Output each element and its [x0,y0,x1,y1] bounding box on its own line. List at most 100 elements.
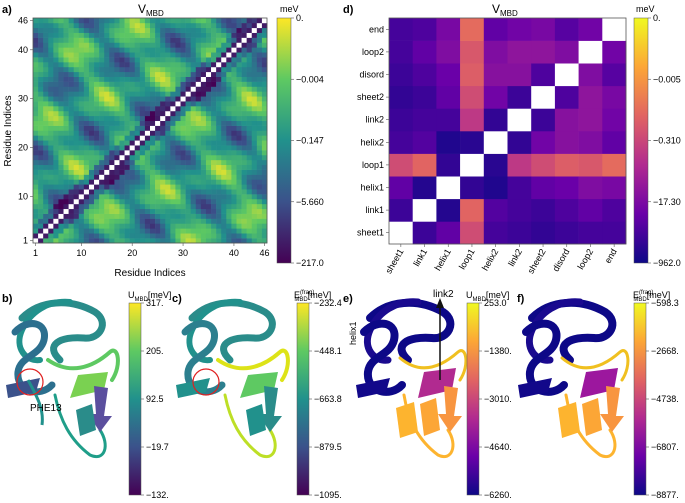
heatmap-a-cell [180,27,186,33]
heatmap-a-cell [53,120,59,126]
heatmap-a-cell [68,130,74,136]
heatmap-a-cell [38,71,44,77]
heatmap-a-cell [241,189,247,195]
heatmap-a-cell [139,213,146,219]
heatmap-a-cell [246,130,253,136]
heatmap-a-cell [175,110,181,117]
heatmap-a-cell [58,130,64,136]
heatmap-a-cell [99,208,105,214]
heatmap-a-cell [160,62,166,68]
heatmap-a-cell [150,150,156,156]
heatmap-a-cell [241,18,247,24]
heatmap-a-cell [109,76,115,82]
panel-f: f) E(frag) MBD[meV] −598.3−2668.−4738.−68… [517,290,679,500]
heatmap-a-cell [170,203,176,210]
heatmap-a-cell [190,37,197,43]
heatmap-d-xtick-label: end [603,247,619,265]
heatmap-a-cell [58,57,64,63]
heatmap-a-cell [139,66,146,73]
heatmap-a-cell [246,37,253,43]
heatmap-a-cell [261,115,268,122]
heatmap-a-cell [94,76,100,82]
heatmap-a-cell [241,145,247,151]
heatmap-a-cell [139,101,146,107]
heatmap-a-cell [165,115,171,122]
heatmap-a-cell [231,164,237,170]
heatmap-a-cell [99,164,105,170]
heatmap-a-cell [33,91,39,97]
heatmap-a-cell [83,135,90,141]
heatmap-a-cell [231,189,237,195]
heatmap-a-cell [180,223,186,229]
heatmap-a-cell [139,106,146,112]
heatmap-a-cell [124,57,130,63]
colorbar-b-tick-label: 205. [146,346,164,356]
heatmap-a-cell [119,164,125,170]
heatmap-a-cell [200,71,207,77]
heatmap-a-cell [119,140,125,146]
heatmap-a-cell [165,213,171,219]
heatmap-a-cell [231,115,237,122]
heatmap-a-cell [33,198,39,205]
heatmap-a-cell [195,140,202,146]
heatmap-a-cell [63,233,69,239]
heatmap-a-cell [200,223,207,229]
heatmap-a-cell [251,32,258,38]
heatmap-a-cell [175,169,181,175]
colorbar-c-tick-label: −663.8 [314,394,342,404]
heatmap-a-cell [109,110,115,117]
heatmap-a-cell [139,125,146,131]
heatmap-a-cell [246,203,253,210]
heatmap-a-cell [83,91,90,97]
heatmap-a-cell [165,66,171,73]
heatmap-a-cell [261,150,268,156]
heatmap-a-cell [160,233,166,239]
heatmap-a-cell [200,218,207,224]
heatmap-a-cell [139,189,146,195]
heatmap-a-cell [246,213,253,219]
heatmap-a-cell [150,194,156,200]
heatmap-a-cell [73,66,80,73]
heatmap-a-cell [134,91,141,97]
heatmap-a-cell [124,27,130,33]
heatmap-a-cell [83,96,90,102]
heatmap-a-cell [185,57,191,63]
heatmap-a-cell [165,37,171,43]
heatmap-a-cell [251,71,258,77]
heatmap-a-cell [175,194,181,200]
heatmap-a-cell [211,213,217,219]
heatmap-a-cell [165,164,171,170]
heatmap-a-cell [211,208,217,214]
heatmap-a-cell [114,27,120,33]
heatmap-a-cell [261,66,268,73]
heatmap-a-cell [195,47,202,53]
heatmap-d-cell [483,85,508,109]
heatmap-a-cell [155,150,161,156]
heatmap-a-cell [170,184,176,190]
heatmap-a-cell [33,76,39,82]
heatmap-a-cell [200,106,207,112]
heatmap-a-cell [114,32,120,38]
heatmap-a-cell [246,125,253,131]
heatmap-a-cell [68,101,74,107]
heatmap-a-cell [94,27,100,33]
heatmap-a-cell [94,179,100,185]
heatmap-a-cell [195,62,202,68]
heatmap-a-xtick-label: 1 [33,248,38,258]
heatmap-a-cell [109,159,115,166]
heatmap-a-cell [231,145,237,151]
heatmap-a-cell [114,174,120,180]
heatmap-a-cell [124,169,130,175]
heatmap-a-cell [99,42,105,48]
heatmap-a-cell [94,42,100,48]
heatmap-a-cell [200,208,207,214]
heatmap-a-cell [129,218,136,224]
heatmap-a-cell [124,233,130,239]
heatmap-a-cell [200,130,207,136]
heatmap-a-cell [43,66,49,73]
heatmap-a-cell [78,110,85,117]
heatmap-a-cell [104,228,110,234]
heatmap-a-cell [88,22,95,29]
heatmap-a-cell [114,198,120,205]
heatmap-a-cell [256,164,263,170]
